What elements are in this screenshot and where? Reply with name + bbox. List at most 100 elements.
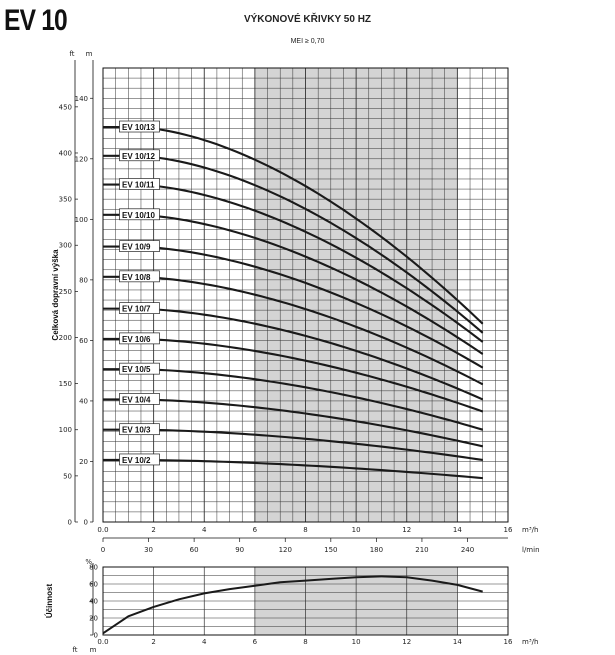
- curve-label: EV 10/3: [122, 426, 151, 435]
- plot-frame: [102, 67, 509, 523]
- eff-tick-label: 60: [89, 581, 98, 589]
- m-tick-label: 40: [79, 397, 88, 405]
- eff-x-tick-label: 2: [151, 638, 155, 646]
- curve-label: EV 10/7: [122, 305, 151, 314]
- ft-tick-label: 100: [59, 426, 72, 434]
- curve-line: [103, 213, 484, 355]
- ft-tick-label: 200: [59, 334, 72, 342]
- curve-label-box: [119, 332, 160, 345]
- lmin-tick-label: 180: [370, 546, 383, 554]
- curve-label: EV 10/10: [122, 211, 155, 220]
- curve-label: EV 10/5: [122, 365, 151, 374]
- m-unit-label: m: [86, 50, 93, 58]
- eff-x-tick-label: 12: [402, 638, 411, 646]
- curve-line: [103, 154, 484, 334]
- curve-line: [103, 428, 483, 461]
- bottom-m-label: m: [90, 646, 97, 654]
- eff-tick-label: 0: [94, 632, 98, 640]
- m-tick-label: 140: [75, 95, 88, 103]
- curve-line: [103, 125, 484, 325]
- m-tick-label: 120: [75, 155, 88, 163]
- eff-x-tick-label: 0.0: [97, 638, 108, 646]
- eff-x-tick-label: 6: [253, 638, 258, 646]
- chart-subtitle: MEI ≥ 0,70: [290, 38, 325, 45]
- x-tick-label: 12: [402, 526, 411, 534]
- m-tick-label: 80: [79, 276, 88, 284]
- ft-tick-label: 400: [59, 149, 72, 157]
- ft-tick-label: 0: [68, 519, 72, 527]
- curve-label: EV 10/4: [122, 395, 151, 404]
- eff-tick-label: 40: [89, 598, 98, 606]
- ft-tick-label: 50: [63, 472, 72, 480]
- curve-line: [103, 458, 483, 480]
- curve-label: EV 10/6: [122, 335, 151, 344]
- curve-label: EV 10/12: [122, 152, 155, 161]
- lmin-tick-label: 210: [415, 546, 428, 554]
- x-tick-label: 16: [504, 526, 513, 534]
- x-tick-label: 10: [352, 526, 361, 534]
- curve-line: [103, 245, 484, 369]
- eff-tick-label: 20: [89, 615, 98, 623]
- lmin-tick-label: 150: [324, 546, 337, 554]
- chart-title: VÝKONOVÉ KŘIVKY 50 HZ: [243, 14, 372, 25]
- x-tick-label: 0.0: [97, 526, 108, 534]
- model-title: EV 10: [4, 4, 68, 37]
- ft-tick-label: 350: [59, 196, 72, 204]
- lmin-tick-label: 0: [101, 546, 105, 554]
- curve-label: EV 10/8: [122, 273, 151, 282]
- curve-label-box: [119, 120, 160, 133]
- curve-line: [103, 307, 484, 401]
- curve-label-box: [119, 240, 160, 252]
- eff-axis-title: Účinnost: [45, 584, 54, 619]
- eff-x-tick-label: 16: [504, 638, 513, 646]
- curve-label-box: [119, 208, 160, 221]
- eff-x-tick-label: 8: [303, 638, 307, 646]
- eff-x-tick-label: 14: [453, 638, 462, 646]
- eff-x-tick-label: 4: [202, 638, 207, 646]
- lmin-tick-label: 120: [279, 546, 292, 554]
- m-tick-label: 0: [84, 519, 88, 527]
- eff-unit-label: %: [85, 558, 92, 566]
- curve-label: EV 10/9: [122, 243, 151, 252]
- lmin-tick-label: 90: [235, 546, 244, 554]
- efficiency-curve: [102, 575, 483, 635]
- curve-line: [103, 398, 483, 448]
- curve-label: EV 10/2: [122, 456, 151, 465]
- x-unit-m3h: m³/h: [522, 526, 538, 534]
- m-tick-label: 100: [75, 216, 88, 224]
- eff-tick-label: 80: [89, 564, 98, 572]
- m-tick-label: 60: [79, 337, 88, 345]
- x-tick-label: 8: [303, 526, 307, 534]
- ft-unit-label: ft: [69, 50, 74, 58]
- curve-label-box: [119, 453, 160, 466]
- curve-line: [103, 275, 484, 386]
- eff-frame: [102, 566, 509, 636]
- x-tick-label: 14: [453, 526, 462, 534]
- bottom-ft-label: ft: [72, 646, 77, 654]
- ft-tick-label: 150: [59, 380, 72, 388]
- x-tick-label: 4: [202, 526, 207, 534]
- m-tick-label: 20: [79, 458, 88, 466]
- x-tick-label: 2: [151, 526, 155, 534]
- curve-label: EV 10/11: [122, 181, 155, 190]
- curve-label-box: [119, 362, 160, 375]
- lmin-tick-label: 60: [190, 546, 199, 554]
- ft-tick-label: 450: [59, 103, 72, 111]
- curve-label-box: [119, 178, 160, 190]
- ft-tick-label: 250: [59, 288, 72, 296]
- x-unit-lmin: l/min: [522, 546, 540, 554]
- curve-line: [103, 337, 484, 413]
- x-tick-label: 6: [253, 526, 258, 534]
- curve-label-box: [119, 149, 160, 162]
- lmin-tick-label: 30: [144, 546, 153, 554]
- lmin-tick-label: 240: [461, 546, 474, 554]
- curve-label-box: [119, 423, 160, 436]
- curve-line: [103, 368, 483, 431]
- y-axis-title: Celková dopravní výška: [51, 249, 60, 341]
- eff-x-unit: m³/h: [522, 638, 538, 646]
- curve-label-box: [119, 270, 160, 283]
- ft-tick-label: 300: [59, 242, 72, 250]
- curve-label-box: [119, 302, 160, 314]
- curve-label: EV 10/13: [122, 123, 155, 132]
